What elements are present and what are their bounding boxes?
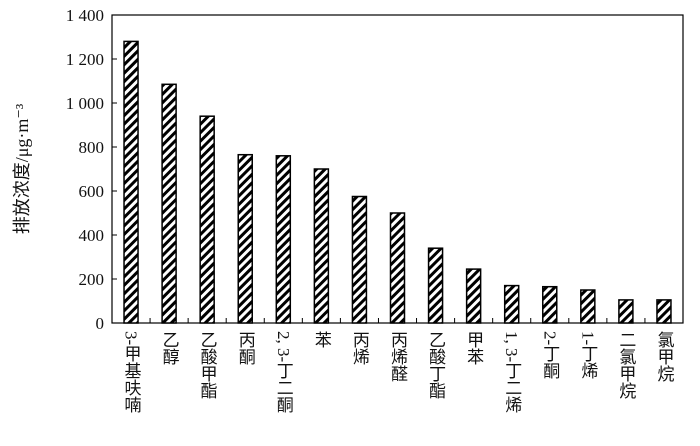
bar — [542, 285, 558, 324]
y-tick-label: 1 400 — [66, 6, 104, 25]
x-tick-label: 3-甲基呋喃 — [122, 331, 142, 413]
x-tick-label: 乙醇 — [160, 331, 180, 365]
bar — [580, 289, 596, 324]
x-tick-label: 二氯甲烷 — [616, 331, 636, 400]
y-tick-label: 200 — [79, 270, 105, 289]
bar — [351, 195, 368, 324]
y-tick-label: 1 200 — [66, 50, 104, 69]
x-tick-label: 丙酮 — [236, 331, 256, 366]
bar — [503, 284, 520, 324]
y-tick-label: 0 — [96, 314, 105, 333]
y-tick-label: 600 — [79, 182, 105, 201]
x-tick-label: 甲苯 — [464, 331, 484, 365]
y-axis-label: 排放浓度/μg·m⁻³ — [12, 103, 32, 234]
y-tick-label: 1 000 — [66, 94, 104, 113]
x-tick-label: 1-丁烯 — [578, 331, 598, 379]
bar — [123, 40, 139, 324]
x-tick-label: 2-丁酮 — [540, 331, 560, 380]
x-tick-label: 乙酸甲酯 — [198, 331, 218, 399]
bar — [427, 247, 444, 324]
x-tick-label: 氯甲烷 — [654, 331, 674, 383]
bar — [199, 115, 215, 324]
x-tick-label: 丙烯 — [350, 331, 370, 365]
x-tick-label: 丙烯醛 — [388, 331, 408, 382]
y-tick-label: 400 — [79, 226, 105, 245]
x-tick-label: 苯 — [312, 331, 332, 348]
bar — [389, 212, 406, 324]
x-tick-label: 乙酸丁酯 — [426, 331, 446, 399]
bar — [161, 83, 177, 324]
x-tick-label: 1, 3-丁二烯 — [502, 331, 522, 413]
x-tick-label: 2, 3-丁二酮 — [274, 331, 294, 414]
bar — [237, 153, 253, 324]
bar — [313, 168, 330, 324]
y-tick-label: 800 — [79, 138, 105, 157]
bar — [656, 299, 672, 324]
bar — [618, 299, 634, 324]
bar — [465, 268, 482, 324]
bar — [275, 155, 292, 324]
